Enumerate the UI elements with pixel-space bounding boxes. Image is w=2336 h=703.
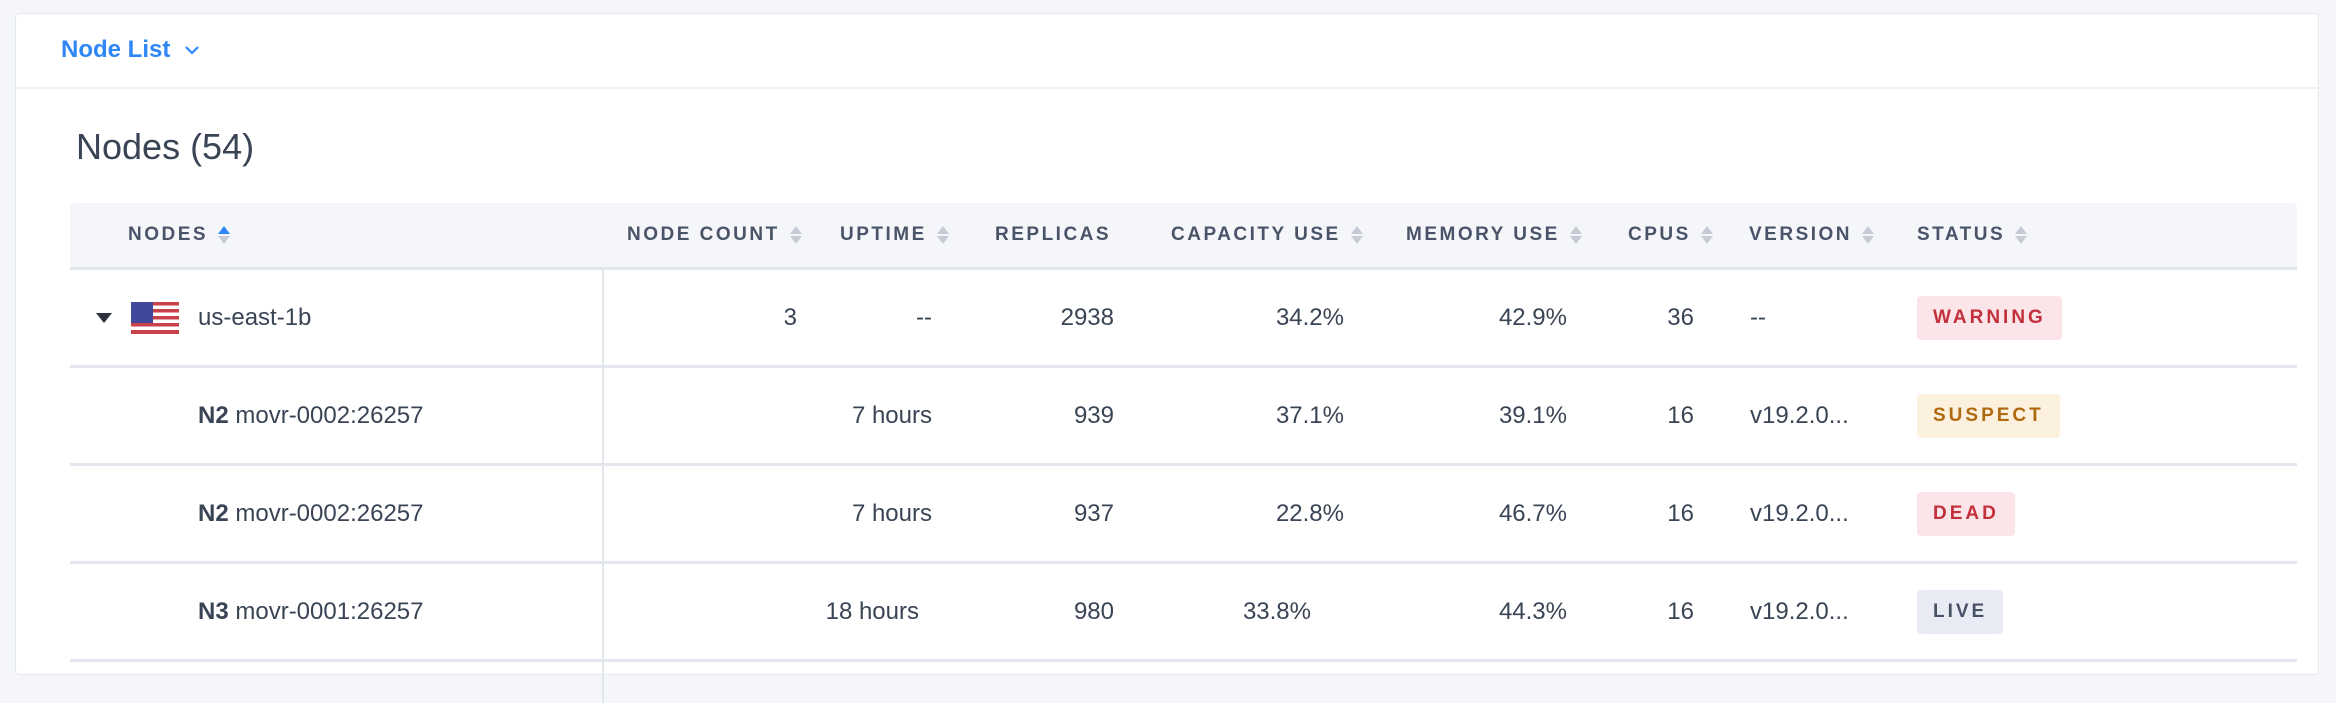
region-row[interactable]: us-east-1b 3 -- 2938 34.2% 42.9% 36 -- W… — [70, 270, 2297, 368]
sort-icon — [1700, 226, 1713, 244]
view-selector-dropdown[interactable]: Node List — [61, 36, 200, 64]
column-header-node-count[interactable]: NODE COUNT — [627, 203, 802, 267]
uptime: -- — [916, 303, 932, 331]
sort-icon — [789, 226, 802, 244]
sort-icon — [1569, 226, 1582, 244]
memory-use: 44.3% — [1498, 597, 1567, 625]
collapse-caret-icon[interactable] — [96, 312, 112, 323]
memory-use: 42.9% — [1498, 303, 1567, 331]
sort-icon — [2015, 226, 2028, 244]
region-name: us-east-1b — [198, 303, 312, 331]
version: v19.2.0... — [1750, 401, 1849, 429]
column-header-nodes[interactable]: NODES — [128, 203, 231, 267]
uptime: 18 hours — [825, 597, 919, 625]
node-name: N2 movr-0002:26257 — [198, 401, 424, 429]
replicas: 2938 — [1060, 303, 1114, 331]
view-selector-label: Node List — [61, 36, 171, 63]
column-header-memory-use[interactable]: MEMORY USE — [1406, 203, 1582, 267]
chevron-down-icon — [185, 46, 200, 55]
uptime: 7 hours — [851, 499, 932, 527]
memory-use: 39.1% — [1498, 401, 1567, 429]
replicas: 980 — [1073, 597, 1114, 625]
sort-icon — [936, 226, 949, 244]
table-header: NODES NODE COUNT UPTIME REPLICAS CAPACIT… — [70, 203, 2297, 270]
capacity-use: 22.8% — [1275, 499, 1344, 527]
version: -- — [1750, 303, 1766, 331]
toolbar: Node List — [16, 14, 2318, 89]
column-header-uptime[interactable]: UPTIME — [840, 203, 949, 267]
table-row[interactable]: N2 movr-0002:26257 7 hours 939 37.1% 39.… — [70, 368, 2297, 466]
node-name: N3 movr-0001:26257 — [198, 597, 424, 625]
sort-icon — [1350, 226, 1363, 244]
node-count: 3 — [783, 303, 797, 331]
version: v19.2.0... — [1750, 597, 1849, 625]
cpus: 16 — [1667, 499, 1694, 527]
column-header-status[interactable]: STATUS — [1917, 203, 2028, 267]
cpus: 16 — [1667, 597, 1694, 625]
replicas: 937 — [1073, 499, 1114, 527]
column-header-replicas[interactable]: REPLICAS — [995, 224, 1112, 245]
cpus: 16 — [1667, 401, 1694, 429]
capacity-use: 33.8% — [1242, 597, 1311, 625]
capacity-use: 37.1% — [1275, 401, 1344, 429]
column-header-version[interactable]: VERSION — [1749, 203, 1875, 267]
memory-use: 46.7% — [1498, 499, 1567, 527]
node-list-card: Node List Nodes (54) NODES NODE COUNT UP… — [15, 13, 2319, 703]
nodes-table: NODES NODE COUNT UPTIME REPLICAS CAPACIT… — [70, 203, 2297, 703]
status-badge: SUSPECT — [1917, 393, 2060, 438]
uptime: 7 hours — [851, 401, 932, 429]
column-divider — [602, 203, 604, 703]
sort-icon — [1862, 226, 1875, 244]
column-header-capacity-use[interactable]: CAPACITY USE — [1171, 203, 1363, 267]
status-badge: LIVE — [1917, 589, 2004, 634]
cpus: 36 — [1667, 303, 1694, 331]
page-title: Nodes (54) — [76, 126, 255, 167]
version: v19.2.0... — [1750, 499, 1849, 527]
table-row[interactable]: N2 movr-0002:26257 7 hours 937 22.8% 46.… — [70, 466, 2297, 564]
column-header-cpus[interactable]: CPUS — [1628, 203, 1713, 267]
node-name: N2 movr-0002:26257 — [198, 499, 424, 527]
status-badge: WARNING — [1917, 295, 2062, 340]
table-row[interactable]: N3 movr-0001:26257 18 hours 980 33.8% 44… — [70, 564, 2297, 662]
capacity-use: 34.2% — [1275, 303, 1344, 331]
status-badge: DEAD — [1917, 491, 2015, 536]
us-flag-icon — [131, 270, 179, 365]
sort-ascending-icon — [218, 226, 231, 244]
replicas: 939 — [1073, 401, 1114, 429]
